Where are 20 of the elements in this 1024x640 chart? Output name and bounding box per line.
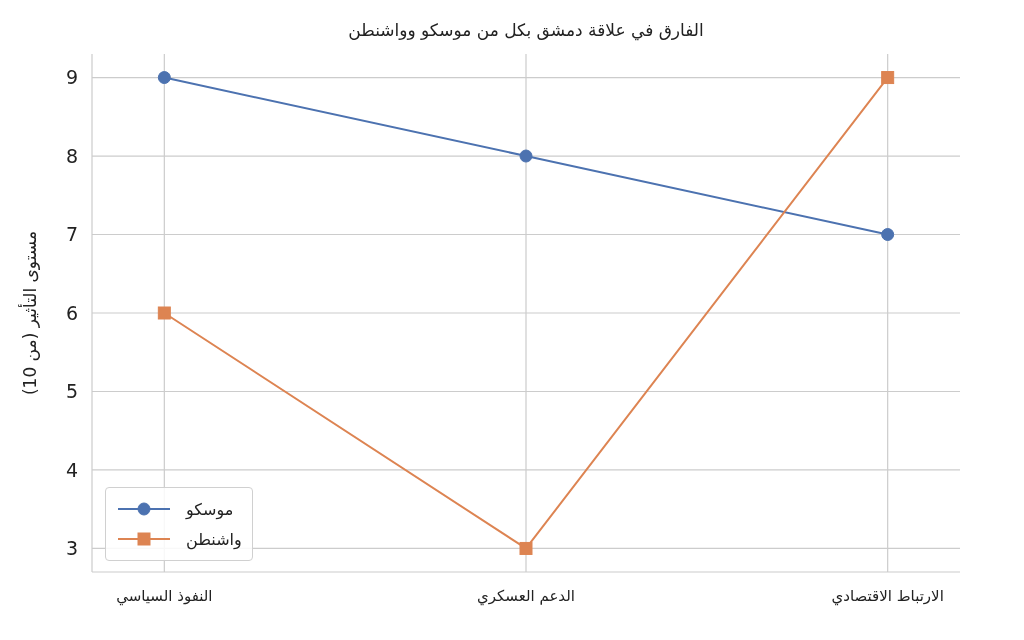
y-tick-label: 7 [65,223,78,246]
chart-title: الفارق في علاقة دمشق بكل من موسكو وواشنطن [347,20,705,40]
point [157,306,171,320]
point [519,541,533,555]
point [881,71,895,85]
point [881,228,895,242]
point [519,149,533,163]
point [157,71,171,85]
legend-label: موسكو [186,499,234,519]
y-tick-label: 8 [65,144,78,167]
legend-label: واشنطن [186,529,242,549]
x-tick-label: النفوذ السياسي [116,586,213,606]
y-tick-label: 5 [65,380,78,403]
y-tick-label: 6 [65,301,78,324]
x-tick-label: الدعم العسكري [477,586,575,606]
x-tick-label: الارتباط الاقتصادي [831,586,944,606]
y-axis-title: مستوى التأثير (من 10) [18,230,41,396]
y-tick-label: 3 [65,537,78,560]
y-tick-label: 9 [65,66,78,89]
y-tick-label: 4 [65,458,78,481]
